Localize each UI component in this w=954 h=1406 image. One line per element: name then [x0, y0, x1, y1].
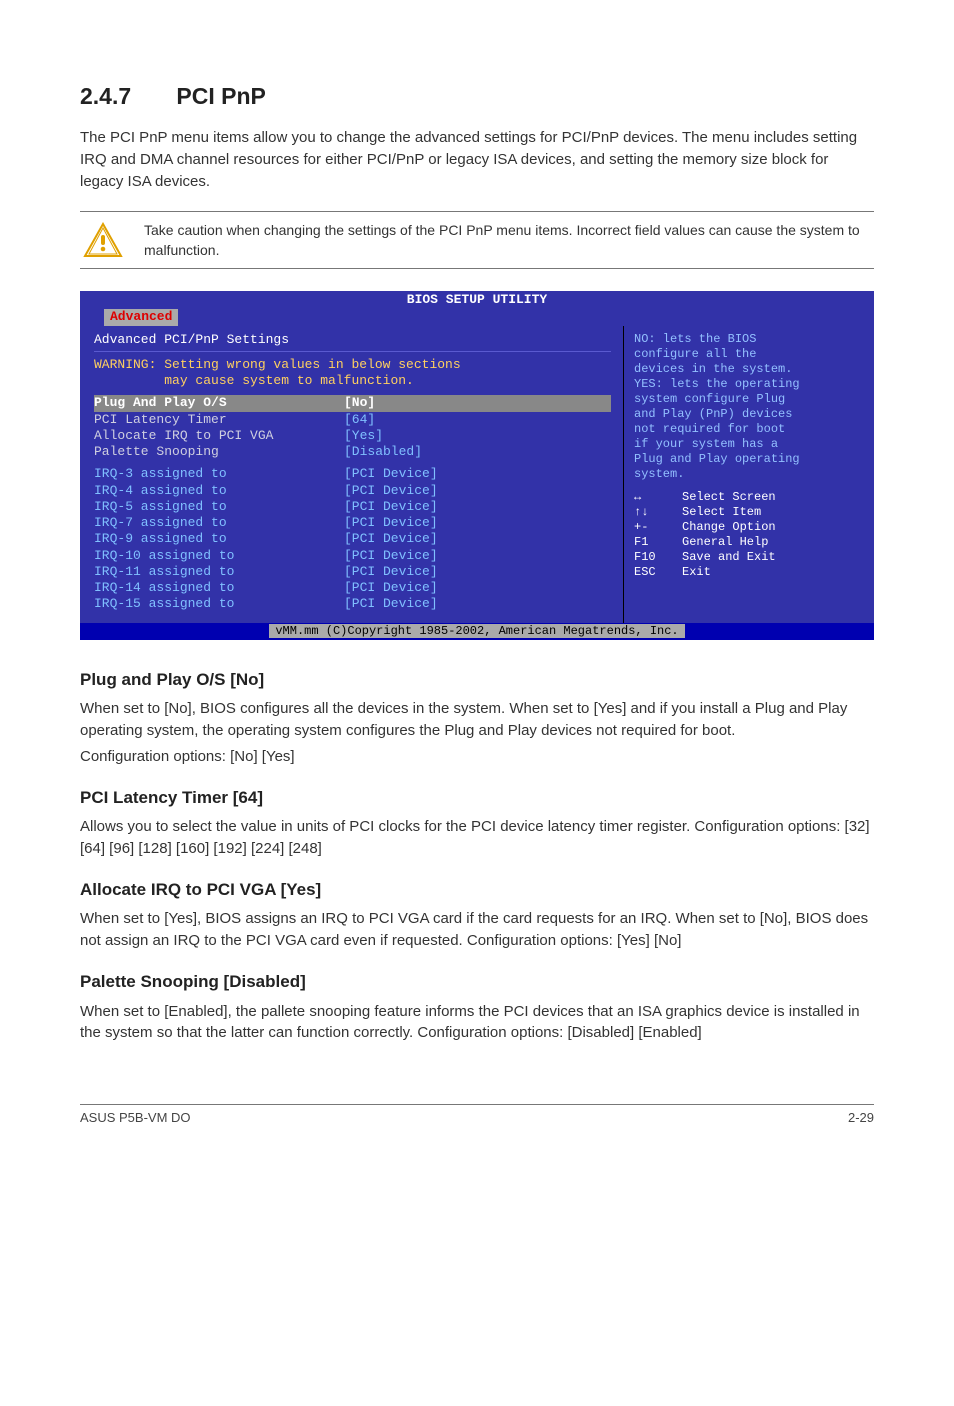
bios-setting-value: [Yes]: [344, 428, 383, 444]
bios-irq-row[interactable]: IRQ-9 assigned to[PCI Device]: [94, 531, 611, 547]
bios-irq-label: IRQ-14 assigned to: [94, 580, 344, 596]
bios-help-line: devices in the system.: [634, 362, 864, 377]
bios-irq-value: [PCI Device]: [344, 515, 438, 531]
bios-setting-label: Plug And Play O/S: [94, 395, 344, 411]
bios-setting-row[interactable]: Allocate IRQ to PCI VGA[Yes]: [94, 428, 611, 444]
heading-title: PCI PnP: [176, 83, 265, 109]
bios-screenshot: BIOS SETUP UTILITY Advanced Advanced PCI…: [80, 291, 874, 640]
bios-help-line: NO: lets the BIOS: [634, 332, 864, 347]
heading-num: 2.4.7: [80, 80, 170, 113]
bios-irq-row[interactable]: IRQ-5 assigned to[PCI Device]: [94, 499, 611, 515]
bios-irq-row[interactable]: IRQ-15 assigned to[PCI Device]: [94, 596, 611, 612]
bios-irq-label: IRQ-3 assigned to: [94, 466, 344, 482]
footer-right: 2-29: [848, 1109, 874, 1128]
body-text: When set to [Enabled], the pallete snoop…: [80, 1001, 874, 1045]
bios-key-hint: F10Save and Exit: [634, 550, 864, 565]
bios-irq-row[interactable]: IRQ-7 assigned to[PCI Device]: [94, 515, 611, 531]
bios-irq-value: [PCI Device]: [344, 483, 438, 499]
bios-irq-label: IRQ-10 assigned to: [94, 548, 344, 564]
bios-irq-label: IRQ-11 assigned to: [94, 564, 344, 580]
body-text: When set to [Yes], BIOS assigns an IRQ t…: [80, 908, 874, 952]
note-callout: Take caution when changing the settings …: [80, 211, 874, 270]
bios-warning-l1: WARNING: Setting wrong values in below s…: [94, 357, 461, 372]
bios-help-line: system.: [634, 467, 864, 482]
bios-setting-label: PCI Latency Timer: [94, 412, 344, 428]
bios-irq-value: [PCI Device]: [344, 580, 438, 596]
bios-help-line: Plug and Play operating: [634, 452, 864, 467]
bios-irq-value: [PCI Device]: [344, 548, 438, 564]
bios-tab-row: Advanced: [80, 309, 874, 325]
page-footer: ASUS P5B-VM DO 2-29: [80, 1104, 874, 1128]
bios-irq-label: IRQ-9 assigned to: [94, 531, 344, 547]
body-text: Configuration options: [No] [Yes]: [80, 746, 874, 768]
bios-irq-value: [PCI Device]: [344, 531, 438, 547]
bios-setting-row[interactable]: PCI Latency Timer[64]: [94, 412, 611, 428]
bios-key-hint: ↑↓Select Item: [634, 505, 864, 520]
bios-key-hint: +-Change Option: [634, 520, 864, 535]
bios-irq-row[interactable]: IRQ-14 assigned to[PCI Device]: [94, 580, 611, 596]
bios-irq-value: [PCI Device]: [344, 564, 438, 580]
bios-irq-value: [PCI Device]: [344, 499, 438, 515]
bios-irq-label: IRQ-15 assigned to: [94, 596, 344, 612]
bios-title: BIOS SETUP UTILITY: [80, 291, 874, 309]
bios-irq-value: [PCI Device]: [344, 596, 438, 612]
intro-text: The PCI PnP menu items allow you to chan…: [80, 127, 874, 192]
body-text: Allows you to select the value in units …: [80, 816, 874, 860]
bios-irq-value: [PCI Device]: [344, 466, 438, 482]
bios-setting-row[interactable]: Plug And Play O/S[No]: [94, 395, 611, 411]
bios-help-line: if your system has a: [634, 437, 864, 452]
warning-icon: [80, 220, 126, 260]
bios-setting-row[interactable]: Palette Snooping[Disabled]: [94, 444, 611, 460]
bios-help-panel: NO: lets the BIOSconfigure all thedevice…: [624, 326, 874, 623]
subsection-heading: Plug and Play O/S [No]: [80, 668, 874, 693]
subsection-heading: Palette Snooping [Disabled]: [80, 970, 874, 995]
bios-setting-value: [64]: [344, 412, 375, 428]
bios-left-panel: Advanced PCI/PnP Settings WARNING: Setti…: [80, 326, 624, 623]
bios-irq-row[interactable]: IRQ-3 assigned to[PCI Device]: [94, 466, 611, 482]
bios-setting-value: [No]: [344, 395, 375, 411]
bios-help-line: configure all the: [634, 347, 864, 362]
bios-warning: WARNING: Setting wrong values in below s…: [94, 357, 611, 390]
bios-irq-label: IRQ-5 assigned to: [94, 499, 344, 515]
note-text: Take caution when changing the settings …: [144, 220, 874, 261]
bios-irq-row[interactable]: IRQ-4 assigned to[PCI Device]: [94, 483, 611, 499]
subsection-heading: PCI Latency Timer [64]: [80, 786, 874, 811]
bios-tab-advanced[interactable]: Advanced: [104, 309, 178, 325]
bios-key-hint: F1General Help: [634, 535, 864, 550]
bios-help-line: YES: lets the operating: [634, 377, 864, 392]
bios-help-line: and Play (PnP) devices: [634, 407, 864, 422]
bios-setting-value: [Disabled]: [344, 444, 422, 460]
bios-irq-row[interactable]: IRQ-10 assigned to[PCI Device]: [94, 548, 611, 564]
bios-warning-l2: may cause system to malfunction.: [164, 373, 414, 388]
bios-key-hint: ↔Select Screen: [634, 490, 864, 505]
bios-copyright: vMM.mm (C)Copyright 1985-2002, American …: [269, 624, 684, 638]
subsection-heading: Allocate IRQ to PCI VGA [Yes]: [80, 878, 874, 903]
section-heading: 2.4.7 PCI PnP: [80, 80, 874, 113]
bios-irq-row[interactable]: IRQ-11 assigned to[PCI Device]: [94, 564, 611, 580]
bios-help-line: system configure Plug: [634, 392, 864, 407]
bios-setting-label: Allocate IRQ to PCI VGA: [94, 428, 344, 444]
bios-help-line: not required for boot: [634, 422, 864, 437]
bios-setting-label: Palette Snooping: [94, 444, 344, 460]
bios-panel-title: Advanced PCI/PnP Settings: [94, 332, 611, 348]
bios-key-hint: ESCExit: [634, 565, 864, 580]
bios-irq-label: IRQ-4 assigned to: [94, 483, 344, 499]
body-text: When set to [No], BIOS configures all th…: [80, 698, 874, 742]
footer-left: ASUS P5B-VM DO: [80, 1109, 191, 1128]
bios-irq-label: IRQ-7 assigned to: [94, 515, 344, 531]
